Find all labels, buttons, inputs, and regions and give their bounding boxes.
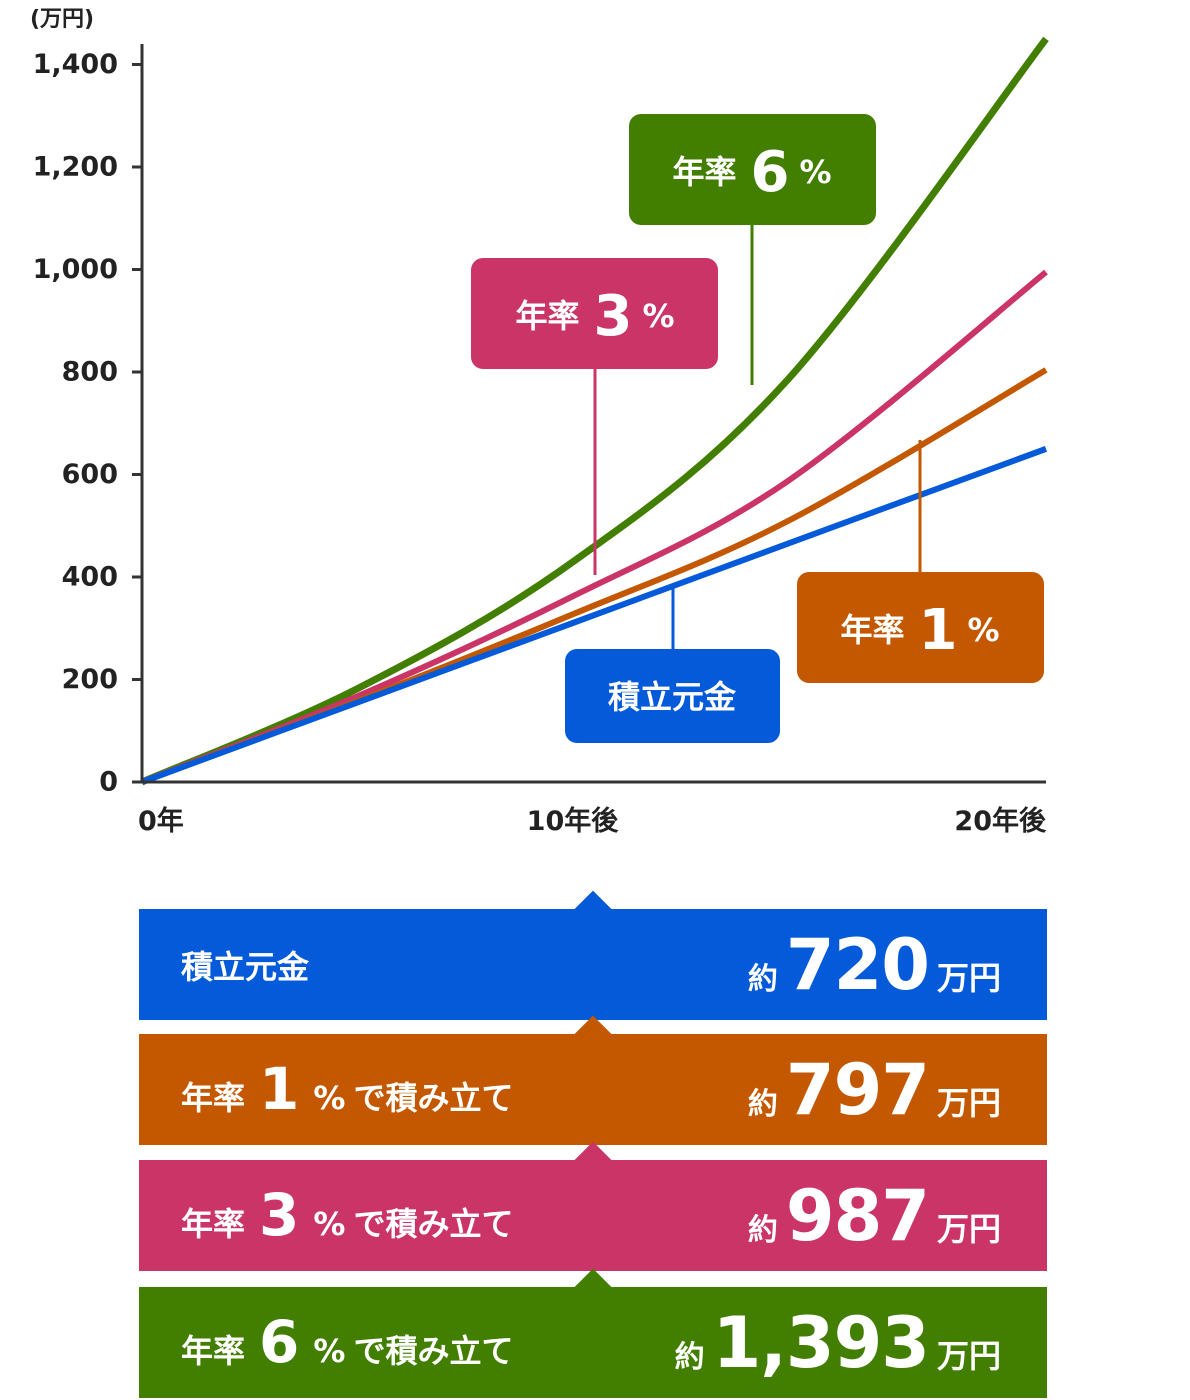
summary-rate1-prefix: 年率 (181, 1079, 246, 1117)
summary-rate6: 年率 6 % で積み立て 約 1,393 万円 (139, 1268, 1047, 1398)
callout-principal-text: 積立元金 (608, 678, 737, 716)
callout-rate3-text: 年率 3% (515, 284, 674, 349)
x-tick-label: 0年 (138, 805, 184, 837)
summary-rate3-suffix: で積み立て (353, 1205, 514, 1243)
y-tick-label: 600 (62, 459, 118, 490)
summary-rate3-value: 987 (785, 1174, 930, 1257)
series-line-rate6 (140, 36, 1049, 786)
summary-rate3-pct: % (313, 1205, 346, 1243)
series-line-principal (140, 446, 1048, 785)
summary-rate1-notch (574, 1015, 612, 1053)
callout-rate1-text: 年率 1% (840, 598, 999, 663)
summary-rate6-suffix: で積み立て (353, 1332, 514, 1370)
summary-principal-value: 720 (785, 923, 930, 1006)
summary-rate3-notch (574, 1141, 612, 1179)
y-tick-label: 400 (62, 562, 118, 593)
summary-principal-notch (574, 890, 612, 928)
summary-principal: 積立元金 約 720 万円 (139, 890, 1047, 1020)
callout-rate6-box (629, 114, 876, 225)
summary-rate3-unit: 万円 (936, 1209, 1001, 1248)
summary-principal-label: 積立元金 (181, 947, 310, 986)
summary-principal-approx: 約 (747, 961, 778, 997)
y-tick-label: 200 (62, 664, 118, 695)
y-axis-ticks: 0 200 400 600 800 1,000 1,200 1,400 (33, 49, 142, 798)
y-tick-label: 1,200 (33, 152, 118, 183)
x-tick-label: 10年後 (527, 805, 620, 837)
summary-rate1-unit: 万円 (936, 1083, 1001, 1122)
callout-rate1-box (797, 572, 1044, 683)
summary-rate6-prefix: 年率 (181, 1332, 246, 1370)
summary-rate6-approx: 約 (674, 1339, 705, 1375)
x-tick-label: 20年後 (954, 805, 1047, 837)
summary-rate6-value: 1,393 (712, 1301, 930, 1384)
y-tick-label: 1,000 (33, 254, 118, 285)
y-tick-label: 0 (99, 767, 118, 798)
callout-rate3-box (471, 258, 718, 369)
y-tick-label: 1,400 (33, 49, 118, 80)
summary-rate1: 年率 1 % で積み立て 約 797 万円 (139, 1015, 1047, 1145)
summary-rate1-rate: 1 (259, 1055, 300, 1123)
callout-rate6-text: 年率 6% (672, 140, 831, 205)
series-callouts: 年率 6% 年率 3% 年率 1% 積立元金 (471, 114, 1044, 743)
growth-line-chart: (万円) 0 200 400 600 800 1,000 1,200 1,400 0年 10年後… (30, 7, 1049, 837)
summary-rate6-notch (574, 1268, 612, 1306)
y-tick-label: 800 (62, 357, 118, 388)
y-axis-unit-label: (万円) (30, 7, 94, 32)
summary-rate3: 年率 3 % で積み立て 約 987 万円 (139, 1141, 1047, 1271)
summary-rate1-value: 797 (785, 1048, 930, 1131)
summary-rate6-pct: % (313, 1332, 346, 1370)
callout-principal-box (565, 649, 780, 743)
summary-rate1-approx: 約 (747, 1086, 778, 1122)
summary-rate6-rate: 6 (259, 1308, 300, 1376)
summary-rate3-prefix: 年率 (181, 1205, 246, 1243)
summary-rate6-unit: 万円 (936, 1336, 1001, 1375)
summary-principal-unit: 万円 (936, 958, 1001, 997)
summary-rate1-pct: % (313, 1079, 346, 1117)
axes (140, 44, 1046, 784)
x-axis-ticks: 0年 10年後 20年後 (138, 805, 1047, 837)
summary-rate3-approx: 約 (747, 1212, 778, 1248)
series-lines (140, 36, 1049, 786)
summary-rate1-suffix: で積み立て (353, 1079, 514, 1117)
summary-rate3-rate: 3 (259, 1181, 300, 1249)
